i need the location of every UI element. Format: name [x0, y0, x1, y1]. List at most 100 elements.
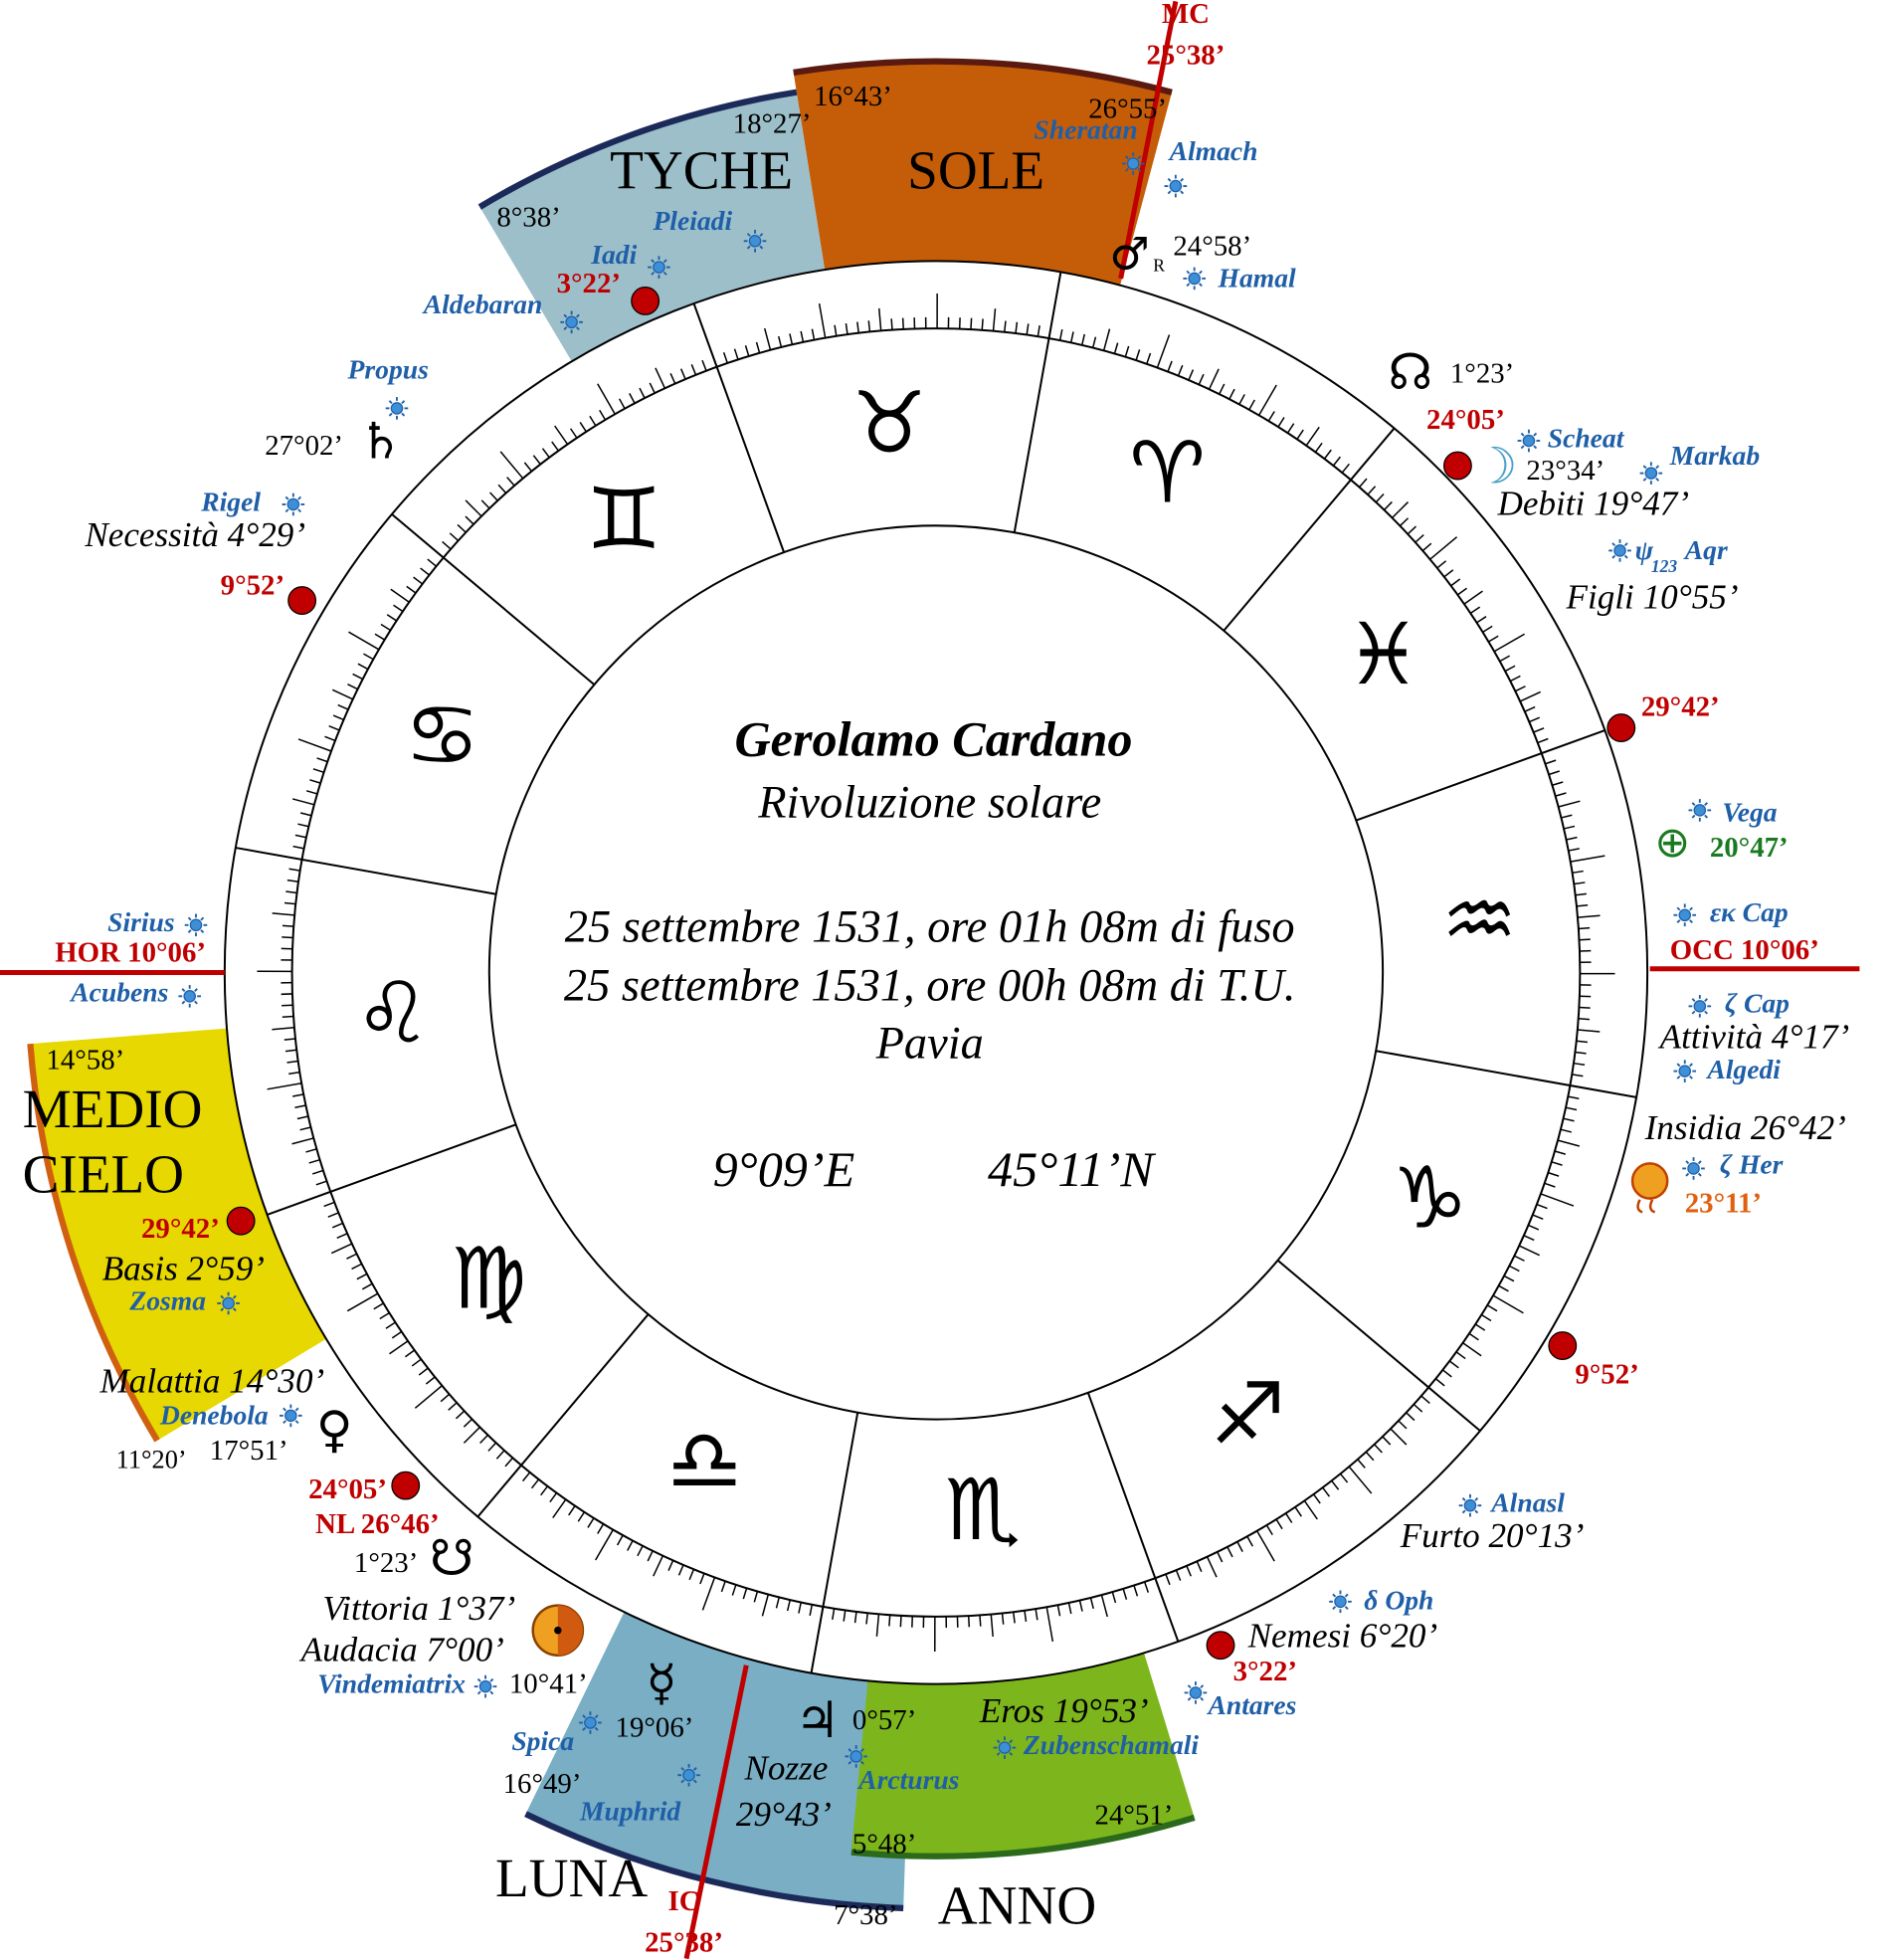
planet-degree: 23°11’ [1685, 1188, 1762, 1220]
degree-tick [1434, 1378, 1445, 1387]
degree-tick [357, 663, 369, 671]
degree-tick [425, 1376, 436, 1385]
degree-tick [305, 1148, 317, 1153]
degree-tick [818, 302, 827, 338]
degree-tick [701, 359, 707, 371]
star-name: Muphrid [579, 1795, 681, 1826]
degree-tick [1236, 1541, 1243, 1552]
degree-tick [523, 462, 533, 473]
degree-tick [1227, 1546, 1233, 1558]
degree-tick [867, 320, 871, 332]
degree-tick [639, 387, 646, 399]
star-icon [281, 491, 306, 517]
star-name: Sirius [107, 906, 175, 937]
degree-tick [1294, 1506, 1302, 1517]
degree-tick [1024, 1610, 1028, 1623]
sign-glyph: ♐ [1210, 1366, 1285, 1465]
degree-tick [992, 308, 997, 331]
planet-degree: 11°20’ [116, 1445, 187, 1473]
degree-tick [312, 768, 324, 774]
degree-tick [877, 307, 882, 331]
degree-tick [1415, 534, 1424, 543]
planet-glyph: ⊕ [1654, 818, 1690, 868]
sign-boundary [235, 847, 496, 895]
degree-tick [406, 585, 417, 594]
planet-degree: 10°41’ [509, 1668, 588, 1700]
degree-tick [337, 703, 349, 710]
star-icon [183, 912, 209, 938]
degree-tick [1450, 578, 1461, 587]
mc-degree: 25°38’ [1146, 39, 1225, 71]
degree-tick [1348, 1466, 1373, 1494]
house-name: LUNA [495, 1848, 648, 1908]
star-icon [1607, 538, 1632, 563]
degree-tick [1198, 373, 1205, 385]
degree-tick [308, 1158, 320, 1164]
degree-tick [1533, 727, 1545, 733]
degree-tick [979, 1615, 982, 1627]
house-degree: 7°38’ [834, 1899, 897, 1931]
star-name: Aqr [1683, 534, 1728, 565]
degree-tick [970, 317, 973, 330]
star-icon [1687, 798, 1713, 823]
degree-tick [554, 425, 569, 445]
degree-tick [489, 491, 498, 501]
degree-tick [629, 393, 636, 404]
cusp-dot [1548, 1331, 1578, 1361]
degree-tick [1382, 1436, 1392, 1446]
degree-tick [1286, 423, 1295, 434]
star-name: Iadi [590, 239, 637, 270]
degree-tick [506, 477, 515, 487]
degree-tick [1078, 1600, 1083, 1612]
degree-tick [1552, 781, 1564, 786]
degree-tick [1560, 1128, 1572, 1133]
part: 29°43’ [736, 1795, 832, 1834]
degree-tick [457, 523, 467, 533]
house-name: TYCHE [610, 140, 793, 201]
ring [290, 327, 1582, 1618]
degree-tick [272, 1027, 295, 1031]
ring [487, 524, 1385, 1421]
part: Basis 2°59’ [102, 1250, 265, 1288]
degree-tick [1548, 770, 1561, 776]
degree-tick [348, 631, 380, 651]
degree-tick [285, 890, 297, 894]
degree-tick [351, 1263, 362, 1271]
degree-tick [1558, 800, 1581, 808]
sign-boundary [391, 513, 596, 686]
sign-glyph: ♋ [404, 686, 479, 785]
degree-tick [463, 1426, 480, 1444]
cusp-dot [631, 287, 660, 315]
planet-degree: 17°51’ [210, 1435, 288, 1467]
degree-tick [1573, 1062, 1586, 1067]
planet-glyph: ♀ [316, 1400, 353, 1459]
degree-tick [1165, 1573, 1171, 1586]
star-name: Sheratan [1034, 113, 1137, 144]
degree-tick [1399, 517, 1410, 527]
place: Pavia [875, 1018, 984, 1069]
date-line: 25 settembre 1531, ore 01h 08m di fuso [565, 902, 1295, 953]
degree-tick [811, 328, 816, 340]
degree-tick [1390, 1428, 1408, 1446]
degree-tick [1383, 500, 1393, 511]
degree-tick [315, 1180, 327, 1186]
degree-tick [1135, 349, 1141, 361]
star-name: Aldebaran [422, 289, 543, 319]
degree-tick [1284, 1512, 1293, 1523]
degree-tick [327, 1212, 339, 1218]
degree-tick [1398, 1420, 1408, 1430]
sign-boundary [1013, 272, 1062, 533]
house-sector [479, 92, 826, 362]
degree-tick [373, 1302, 384, 1310]
chart-subtitle: Rivoluzione solare [757, 777, 1101, 828]
degree-tick [1572, 870, 1584, 875]
degree-tick [551, 441, 559, 452]
degree-tick [1537, 737, 1549, 744]
star-name: Antares [1206, 1689, 1296, 1720]
degree-tick [1474, 1323, 1486, 1331]
degree-tick [1257, 384, 1277, 416]
degree-tick [541, 448, 550, 459]
planet-degree: 0°57’ [852, 1704, 916, 1736]
degree-tick [1545, 759, 1557, 765]
house-name: SOLE [907, 140, 1044, 201]
